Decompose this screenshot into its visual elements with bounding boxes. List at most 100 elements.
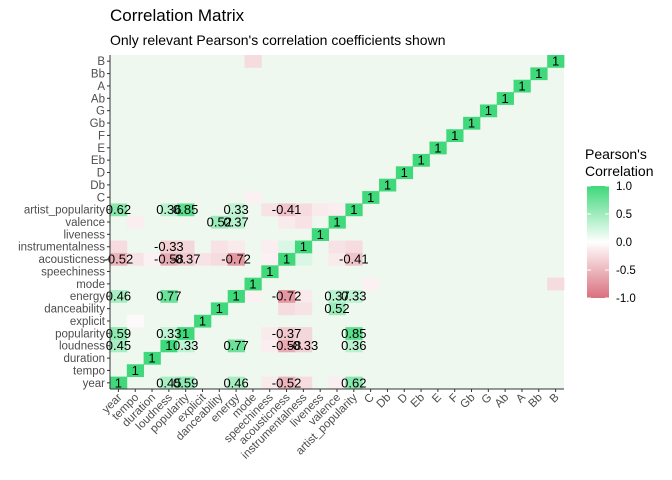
- y-tick-label: Db: [90, 180, 105, 192]
- heatmap-cell: [311, 203, 329, 217]
- heatmap-cell: [311, 228, 329, 241]
- heatmap-cell: [479, 104, 498, 118]
- cell-value-label: 0.52: [207, 215, 232, 230]
- cell-value-label: 1: [502, 91, 509, 106]
- heatmap-cell: [294, 252, 313, 266]
- heatmap-cell: [294, 327, 313, 340]
- heatmap-cell: [294, 302, 313, 316]
- heatmap-cell: [227, 240, 245, 254]
- cell-value-label: 1: [182, 326, 189, 341]
- heatmap-cell: [362, 191, 380, 204]
- cell-value-label: 0.46: [223, 375, 248, 390]
- heatmap-cell: [379, 178, 397, 192]
- cell-value-label: 1: [132, 363, 139, 378]
- heatmap-cell: [328, 215, 346, 229]
- heatmap-cell: [110, 339, 128, 353]
- heatmap-cell: [194, 314, 212, 328]
- cell-value-label: 1: [401, 165, 408, 180]
- legend-title: Pearson's Correlation: [585, 146, 653, 180]
- x-tick-label: C: [362, 392, 376, 406]
- heatmap-cell: [160, 203, 178, 217]
- x-tick-label: A: [514, 391, 528, 405]
- heatmap-cell: [177, 339, 195, 353]
- heatmap-cell: [294, 339, 313, 353]
- heatmap-cell: [429, 141, 447, 155]
- heatmap-cell: [412, 153, 430, 167]
- legend-colorbar: [587, 186, 609, 298]
- x-tick-label: Gb: [458, 392, 477, 411]
- cell-value-label: 1: [317, 227, 324, 242]
- cell-value-label: -0.33: [154, 239, 184, 254]
- cell-value-label: 1: [199, 313, 206, 328]
- heatmap-cell: [294, 290, 313, 303]
- heatmap-cell: [143, 351, 161, 365]
- heatmap-cell: [294, 376, 313, 390]
- heatmap-cell: [126, 314, 145, 328]
- cell-value-label: 0.77: [223, 338, 248, 353]
- y-tick-label: Eb: [91, 155, 105, 167]
- heatmap-cell: [278, 339, 296, 353]
- heatmap-cell: [446, 129, 464, 142]
- cell-value-label: 1: [283, 252, 290, 267]
- heatmap-cell: [177, 240, 195, 254]
- heatmap-cell: [160, 376, 178, 390]
- cell-value-label: 1: [216, 301, 223, 316]
- heatmap-cell: [294, 203, 313, 217]
- heatmap-cell: [227, 252, 245, 266]
- heatmap-cell: [210, 252, 229, 266]
- cell-value-label: 1: [232, 289, 239, 304]
- heatmap-cell: [126, 364, 145, 378]
- heatmap-cell: [513, 79, 531, 93]
- heatmap-cell: [463, 116, 481, 130]
- x-tick-label: D: [396, 392, 410, 406]
- cell-value-label: 0.52: [324, 301, 349, 316]
- x-tick-label: G: [480, 392, 495, 407]
- cell-value-label: 1: [417, 153, 424, 168]
- x-tick-label: Db: [375, 392, 394, 411]
- heatmap-cell: [194, 252, 212, 266]
- cell-value-label: -0.58: [154, 252, 184, 267]
- legend-title-line2: Correlation: [585, 163, 654, 179]
- y-tick-label: Ab: [91, 93, 105, 105]
- cell-value-label: 0.46: [106, 289, 131, 304]
- heatmap-cell: [160, 240, 178, 254]
- heatmap-cell: [345, 252, 363, 266]
- y-tick-label: speechiness: [41, 266, 105, 278]
- legend-tick-label: 0.5: [616, 209, 632, 221]
- heatmap-cell: [278, 215, 296, 229]
- heatmap-cell: [345, 240, 363, 254]
- heatmap-cell: [126, 252, 145, 266]
- chart-title: Correlation Matrix: [110, 6, 245, 25]
- heatmap-cell: [261, 265, 279, 279]
- heatmap-cell: [227, 290, 245, 303]
- cell-value-label: -0.41: [339, 252, 369, 267]
- heatmap-cell: [110, 252, 128, 266]
- cell-value-label: 0.62: [341, 375, 366, 390]
- heatmap-cell: [227, 203, 245, 217]
- cell-value-label: 0.37: [324, 289, 349, 304]
- heatmap-cell: [160, 252, 178, 266]
- y-tick-label: duration: [63, 353, 105, 365]
- cell-value-label: -0.58: [272, 338, 302, 353]
- cell-value-label: 1: [333, 215, 340, 230]
- chart-subtitle: Only relevant Pearson's correlation coef…: [110, 32, 446, 48]
- heatmap-cell: [110, 290, 128, 303]
- heatmap-cell: [345, 203, 363, 217]
- heatmap-cell: [227, 215, 245, 229]
- cell-value-label: -0.52: [272, 375, 302, 390]
- y-tick-label: D: [97, 168, 105, 180]
- heatmap-cell: [294, 215, 313, 229]
- cell-value-label: 0.85: [341, 326, 366, 341]
- x-tick-label: B: [548, 391, 562, 405]
- heatmap-cell: [110, 203, 128, 217]
- cell-value-label: 0.45: [156, 375, 181, 390]
- legend-tick-label: 0.0: [616, 237, 632, 249]
- heatmap-cell: [244, 55, 262, 68]
- legend-title-line1: Pearson's: [585, 146, 647, 162]
- heatmap-cell: [227, 339, 245, 353]
- y-tick-label: mode: [76, 279, 105, 291]
- cell-value-label: 1: [115, 375, 122, 390]
- cell-value-label: -0.33: [289, 338, 319, 353]
